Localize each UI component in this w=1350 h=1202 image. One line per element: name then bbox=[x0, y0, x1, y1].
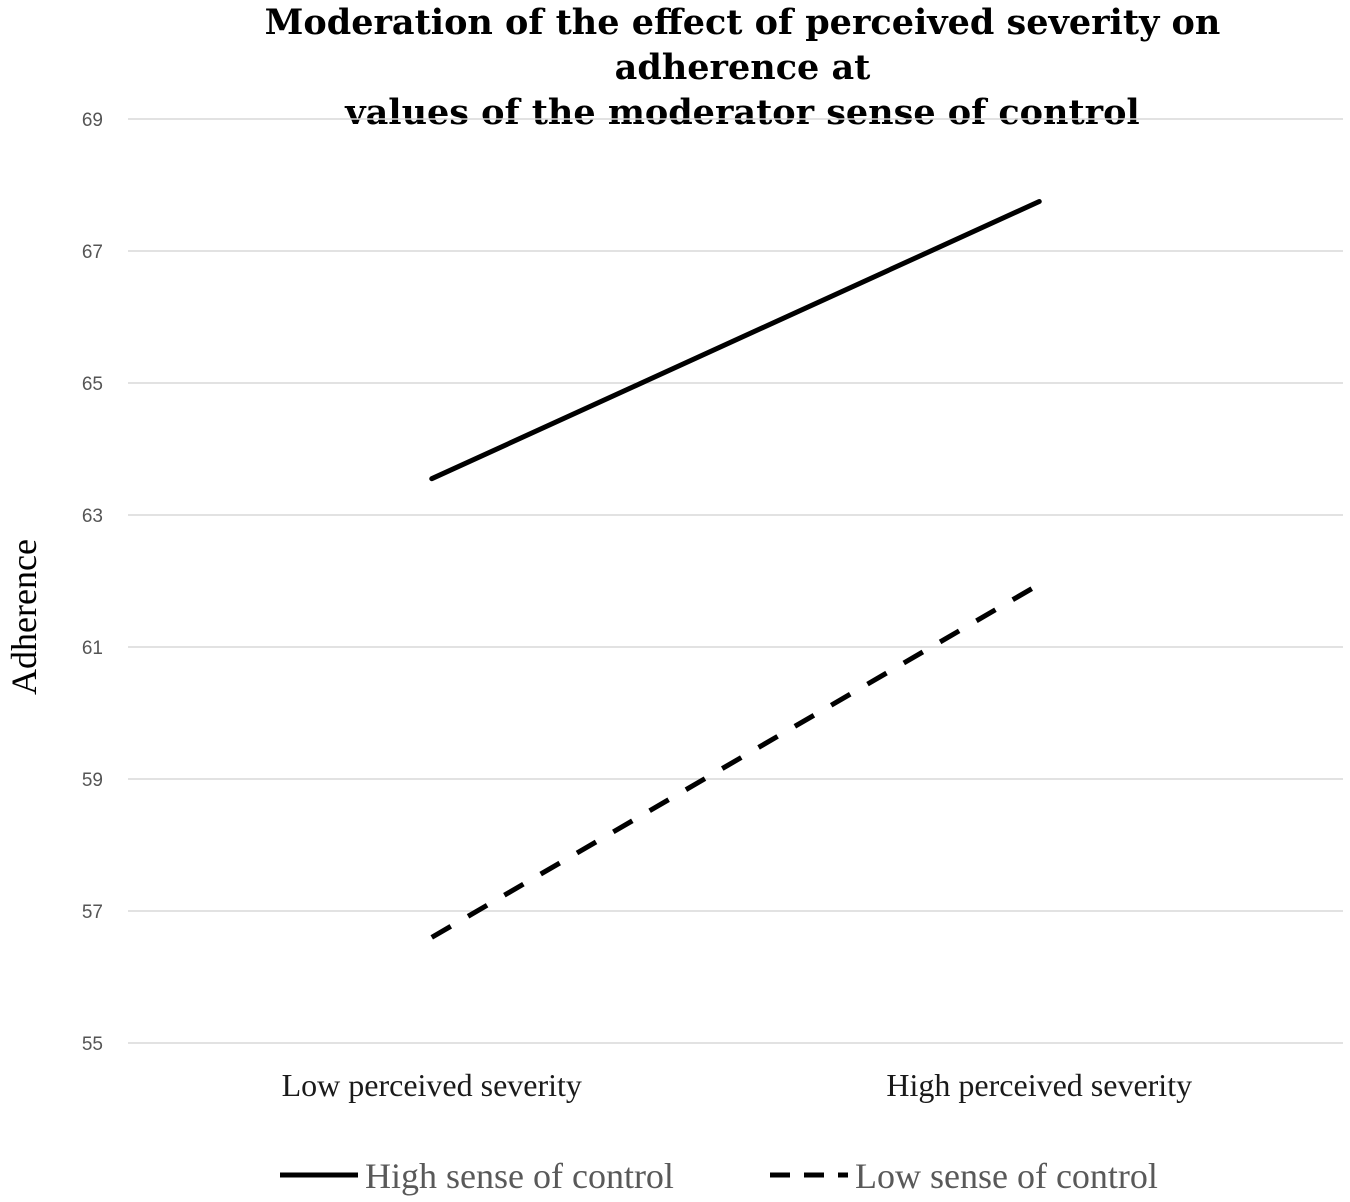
y-tick-label-69: 69 bbox=[82, 110, 103, 131]
y-tick-label-63: 63 bbox=[82, 506, 103, 527]
series-line-low-sense-of-control bbox=[430, 582, 1041, 940]
y-tick-label-57: 57 bbox=[82, 902, 103, 923]
gridlines bbox=[128, 118, 1343, 1044]
y-axis-ticks: 55 57 59 61 63 65 67 69 bbox=[82, 110, 103, 1055]
legend: High sense of control Low sense of contro… bbox=[280, 1156, 1158, 1196]
series-lines bbox=[429, 199, 1042, 940]
legend-label-1: Low sense of control bbox=[855, 1156, 1158, 1196]
chart-title: Moderation of the effect of perceived se… bbox=[170, 0, 1315, 135]
y-tick-label-55: 55 bbox=[82, 1034, 103, 1055]
series-line-high-sense-of-control bbox=[429, 199, 1042, 482]
y-tick-label-61: 61 bbox=[82, 638, 103, 659]
y-tick-label-65: 65 bbox=[82, 374, 103, 395]
y-tick-label-59: 59 bbox=[82, 770, 103, 791]
chart-title-line-1: Moderation of the effect of perceived se… bbox=[264, 2, 1221, 88]
y-axis-title: Adherence bbox=[4, 539, 44, 695]
chart-title-line-2: values of the moderator sense of control bbox=[345, 92, 1140, 133]
y-tick-label-67: 67 bbox=[82, 242, 103, 263]
x-category-label-1: High perceived severity bbox=[886, 1067, 1192, 1103]
x-axis-categories: Low perceived severity High perceived sev… bbox=[282, 1067, 1192, 1103]
x-category-label-0: Low perceived severity bbox=[282, 1067, 582, 1103]
legend-label-0: High sense of control bbox=[365, 1156, 674, 1196]
